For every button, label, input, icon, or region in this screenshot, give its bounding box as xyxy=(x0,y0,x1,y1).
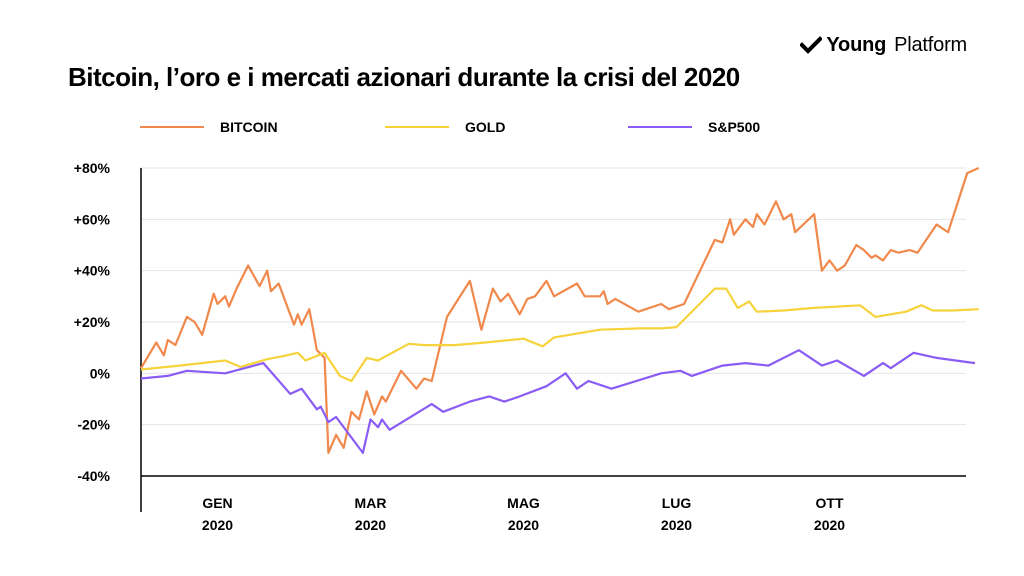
x-tick-label: 2020 xyxy=(508,517,539,533)
y-tick-label: +20% xyxy=(74,314,111,330)
legend-label-gold: GOLD xyxy=(465,119,506,135)
y-tick-label: +60% xyxy=(74,211,111,227)
brand-word-young: Young xyxy=(826,34,887,56)
y-tick-label: +80% xyxy=(74,160,111,176)
gridlines xyxy=(141,167,966,477)
legend-swatch-sp500 xyxy=(628,126,692,128)
legend-item-bitcoin: BITCOIN xyxy=(140,119,278,135)
x-tick-label: LUG xyxy=(662,495,692,511)
brand-logo: Young Platform xyxy=(800,34,967,57)
series-lines xyxy=(140,166,980,454)
x-tick-label: 2020 xyxy=(661,517,692,533)
legend-item-sp500: S&P500 xyxy=(628,119,760,135)
x-tick-label: 2020 xyxy=(355,517,386,533)
y-tick-label: -20% xyxy=(77,417,110,433)
x-tick-label: OTT xyxy=(816,495,844,511)
tick-labels: +80% +60% +40% +20% 0% -20% -40% GEN 2020 MAR 2020… xyxy=(74,160,845,533)
checkmark-logo-icon xyxy=(800,35,823,54)
legend-swatch-gold xyxy=(385,126,449,128)
series-line-sp500 xyxy=(140,349,976,454)
x-tick-label: MAG xyxy=(507,495,540,511)
series-line-gold xyxy=(140,287,979,383)
series-line-bitcoin xyxy=(140,166,980,454)
x-tick-label: GEN xyxy=(202,495,232,511)
chart-title: Bitcoin, l’oro e i mercati azionari dura… xyxy=(68,62,740,92)
axes xyxy=(140,168,966,512)
legend-label-sp500: S&P500 xyxy=(708,119,761,135)
legend-swatch-bitcoin xyxy=(140,126,204,128)
x-tick-label: MAR xyxy=(355,495,387,511)
y-tick-label: +40% xyxy=(74,263,111,279)
legend-label-bitcoin: BITCOIN xyxy=(220,119,278,135)
legend-item-gold: GOLD xyxy=(385,119,505,135)
x-tick-label: 2020 xyxy=(202,517,233,533)
x-tick-label: 2020 xyxy=(814,517,845,533)
chart-legend: BITCOIN GOLD S&P500 xyxy=(140,119,900,139)
y-tick-label: -40% xyxy=(77,468,110,484)
y-tick-label: 0% xyxy=(90,365,111,381)
brand-word-platform: Platform xyxy=(894,34,967,56)
